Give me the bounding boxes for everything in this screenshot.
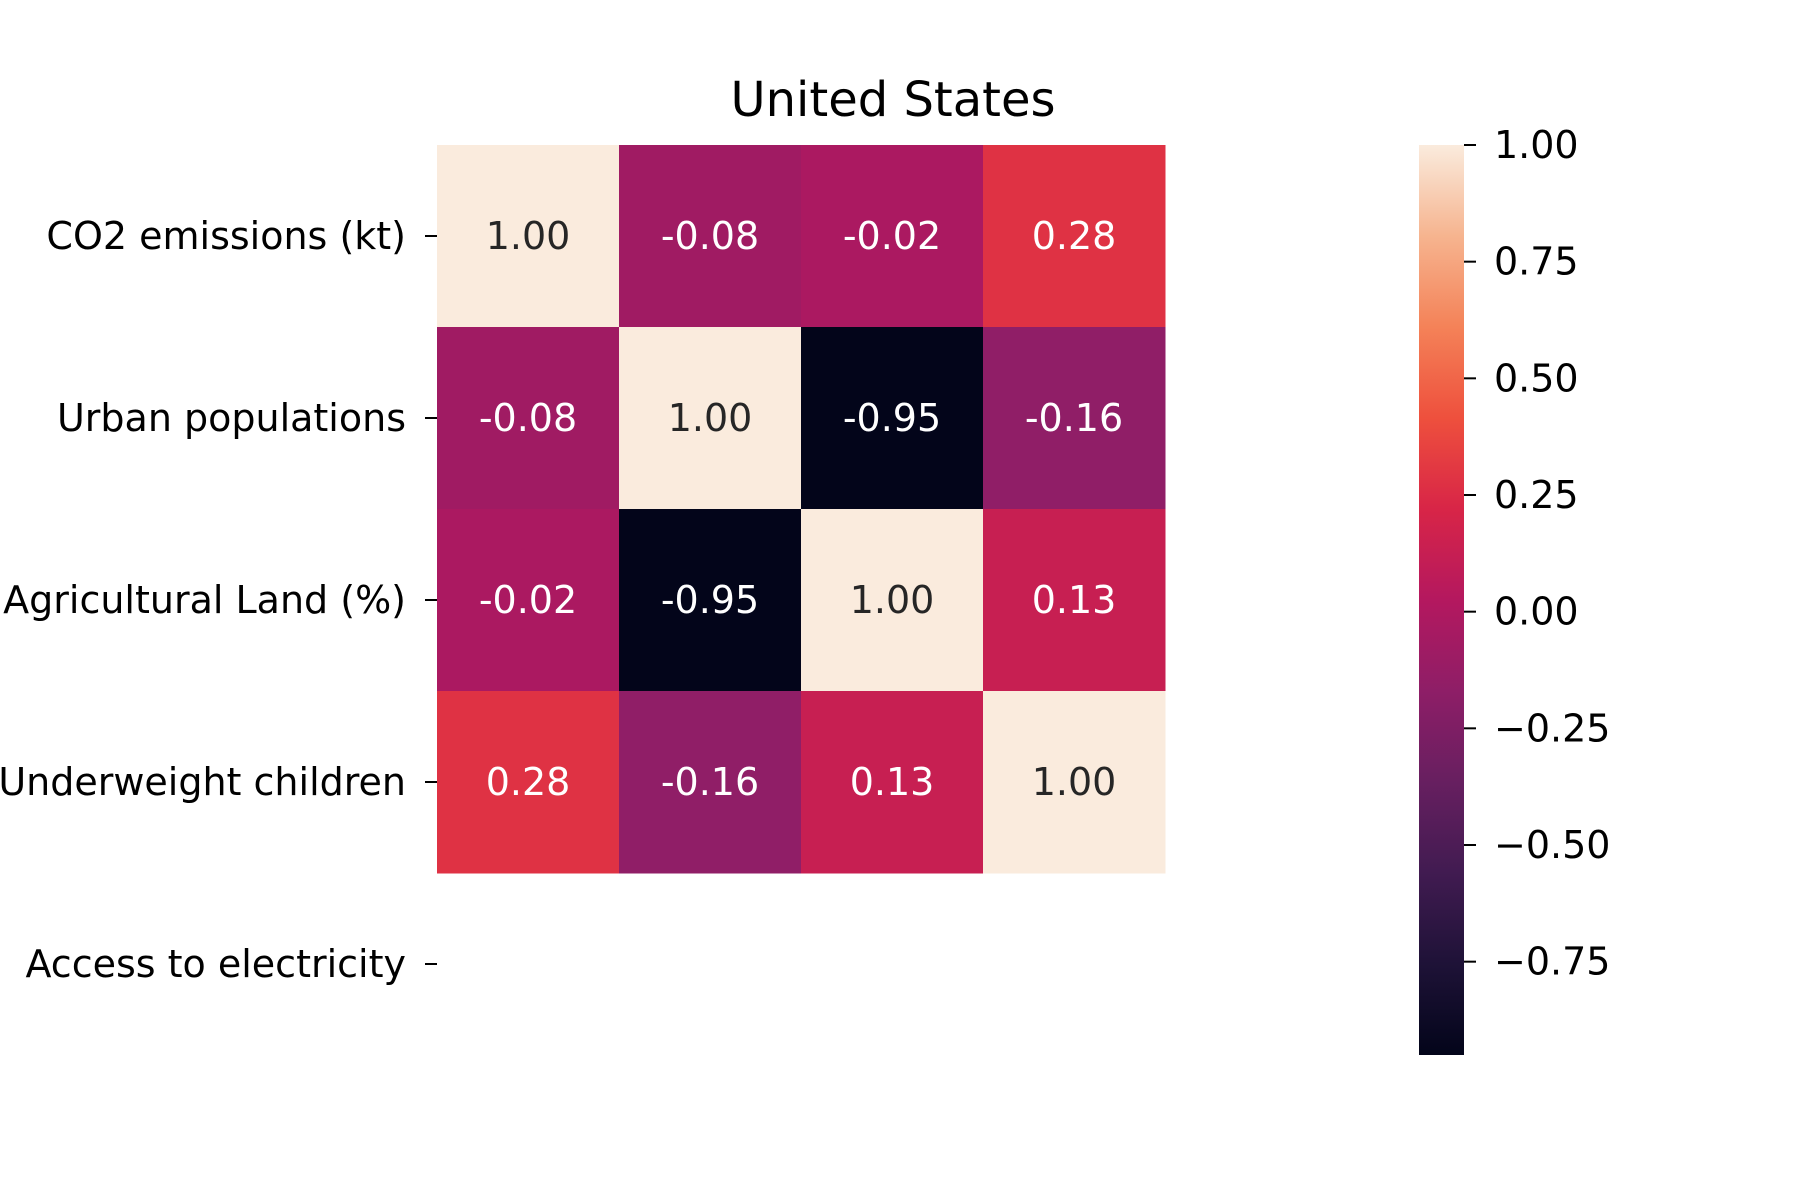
heatmap-cell-r0-c3 bbox=[983, 145, 1166, 328]
row-label: Agricultural Land (%) bbox=[3, 578, 406, 622]
colorbar-tick-label: 0.00 bbox=[1494, 590, 1579, 634]
colorbar-tick-label: 0.25 bbox=[1494, 473, 1579, 517]
cell-value-label: -0.02 bbox=[843, 214, 941, 258]
cell-value-label: 1.00 bbox=[1032, 760, 1117, 804]
heatmap-cell-r1-c3 bbox=[983, 327, 1166, 510]
cell-value-label: -0.16 bbox=[1025, 396, 1123, 440]
heatmap-cell-r2-c0 bbox=[437, 509, 620, 692]
cell-value-label: -0.16 bbox=[661, 760, 759, 804]
row-label: CO2 emissions (kt) bbox=[46, 214, 406, 258]
cell-value-label: -0.08 bbox=[479, 396, 577, 440]
heatmap-cell-r2-c1 bbox=[619, 509, 802, 692]
row-label: Access to electricity bbox=[25, 942, 406, 986]
cell-value-label: -0.08 bbox=[661, 214, 759, 258]
cell-value-label: 1.00 bbox=[486, 214, 571, 258]
row-label: Underweight children bbox=[0, 760, 406, 804]
colorbar-tick-label: −0.25 bbox=[1494, 706, 1610, 750]
heatmap-cell-r2-c2 bbox=[801, 509, 984, 692]
heatmap-cell-r2-c3 bbox=[983, 509, 1166, 692]
colorbar: 1.00 0.75 0.50 0.25 0.00 −0.25 −0.50 −0.75 bbox=[1419, 123, 1610, 1055]
colorbar-tick-label: 0.50 bbox=[1494, 356, 1579, 400]
heatmap-cell-r3-c3 bbox=[983, 691, 1166, 874]
heatmap-cell-r0-c1 bbox=[619, 145, 802, 328]
cell-value-label: 0.28 bbox=[1032, 214, 1117, 258]
cell-value-label: 0.28 bbox=[486, 760, 571, 804]
heatmap-cell-r3-c1 bbox=[619, 691, 802, 874]
cell-value-label: -0.02 bbox=[479, 578, 577, 622]
cell-value-label: 0.13 bbox=[1032, 578, 1117, 622]
cell-value-label: 1.00 bbox=[850, 578, 935, 622]
heatmap-cell-r0-c0 bbox=[437, 145, 620, 328]
row-label: Urban populations bbox=[57, 396, 406, 440]
colorbar-gradient bbox=[1419, 145, 1464, 1055]
heatmap-cell-r1-c0 bbox=[437, 327, 620, 510]
heatmap-cells: 1.00 -0.08 -0.02 0.28 -0.08 1.00 -0.95 -0.16 -0.… bbox=[437, 145, 1166, 874]
heatmap-cell-r1-c1 bbox=[619, 327, 802, 510]
colorbar-tick-label: −0.50 bbox=[1494, 823, 1610, 867]
heatmap-cell-r0-c2 bbox=[801, 145, 984, 328]
heatmap-cell-r1-c2 bbox=[801, 327, 984, 510]
cell-value-label: -0.95 bbox=[661, 578, 759, 622]
colorbar-tick-label: 1.00 bbox=[1494, 123, 1579, 167]
row-labels: CO2 emissions (kt) Urban populations Agric… bbox=[0, 214, 437, 986]
colorbar-tick-label: 0.75 bbox=[1494, 240, 1579, 284]
cell-value-label: -0.95 bbox=[843, 396, 941, 440]
cell-value-label: 0.13 bbox=[850, 760, 935, 804]
colorbar-tick-label: −0.75 bbox=[1494, 940, 1610, 984]
cell-value-label: 1.00 bbox=[668, 396, 753, 440]
heatmap-cell-r3-c0 bbox=[437, 691, 620, 874]
heatmap-cell-r3-c2 bbox=[801, 691, 984, 874]
chart-title: United States bbox=[730, 72, 1055, 128]
